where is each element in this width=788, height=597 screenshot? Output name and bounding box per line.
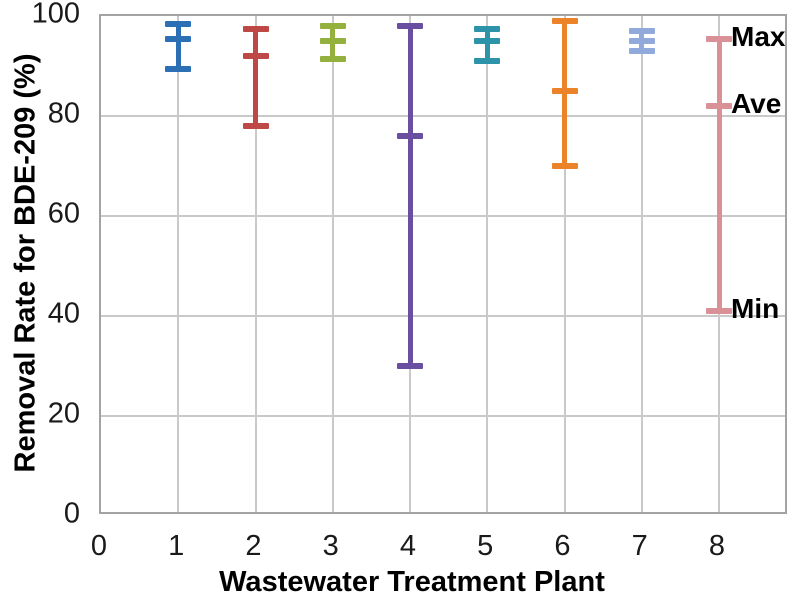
y-tick-label-0: 0 [63,497,80,530]
max-tick-plant-3 [319,23,346,29]
ave-tick-plant-8 [706,103,732,109]
range-line-plant-5 [484,28,490,61]
gridline-vertical [486,16,489,512]
min-tick-plant-3 [319,55,346,62]
max-tick-plant-2 [242,25,269,32]
max-tick-plant-4 [397,23,423,29]
ave-tick-plant-4 [397,133,423,139]
min-tick-plant-2 [242,123,269,129]
gridline-horizontal [101,215,785,217]
y-tick-label-60: 60 [47,197,80,230]
annotation-max: Max [731,20,786,52]
gridline-vertical [640,16,643,512]
ave-tick-plant-5 [474,38,501,44]
ave-tick-plant-3 [319,38,346,44]
min-tick-plant-6 [551,163,578,169]
max-tick-plant-6 [551,18,578,24]
ave-tick-plant-7 [628,38,655,44]
x-tick-label-4: 4 [399,530,417,562]
gridline-vertical [254,16,257,512]
x-tick-label-2: 2 [245,530,262,562]
max-tick-plant-7 [628,28,655,34]
x-tick-label-8: 8 [708,530,726,562]
gridline-horizontal [101,315,785,317]
y-tick-label-20: 20 [47,397,80,430]
min-tick-plant-4 [397,363,423,369]
annotation-ave: Ave [731,88,782,119]
gridline-vertical [331,16,334,512]
x-tick-label-1: 1 [168,530,185,562]
max-tick-plant-1 [165,20,192,27]
range-line-plant-2 [253,28,258,126]
y-tick-label-80: 80 [47,97,80,130]
min-tick-plant-7 [628,48,655,54]
gridline-horizontal [101,115,785,117]
annotation-min: Min [731,293,780,324]
gridline-vertical [563,16,566,512]
ave-tick-plant-2 [242,53,269,59]
min-tick-plant-1 [165,65,192,72]
y-tick-label-40: 40 [47,297,80,330]
plot-area [99,14,787,514]
range-line-plant-4 [407,26,413,366]
x-tick-label-3: 3 [322,530,339,562]
max-tick-plant-8 [706,35,732,42]
max-tick-plant-5 [474,25,501,32]
x-axis-title: Wastewater Treatment Plant [219,566,605,597]
x-tick-label-0: 0 [90,530,108,562]
y-tick-label-100: 100 [31,0,80,30]
ave-tick-plant-6 [551,88,578,94]
x-tick-label-6: 6 [554,530,571,562]
x-tick-label-7: 7 [631,530,648,562]
min-tick-plant-5 [474,58,501,64]
min-tick-plant-8 [706,308,732,314]
gridline-vertical [177,16,180,512]
ave-tick-plant-1 [165,35,192,42]
range-line-plant-8 [716,38,722,311]
range-line-plant-1 [175,23,181,69]
x-tick-label-5: 5 [477,530,494,562]
gridline-horizontal [101,415,785,417]
